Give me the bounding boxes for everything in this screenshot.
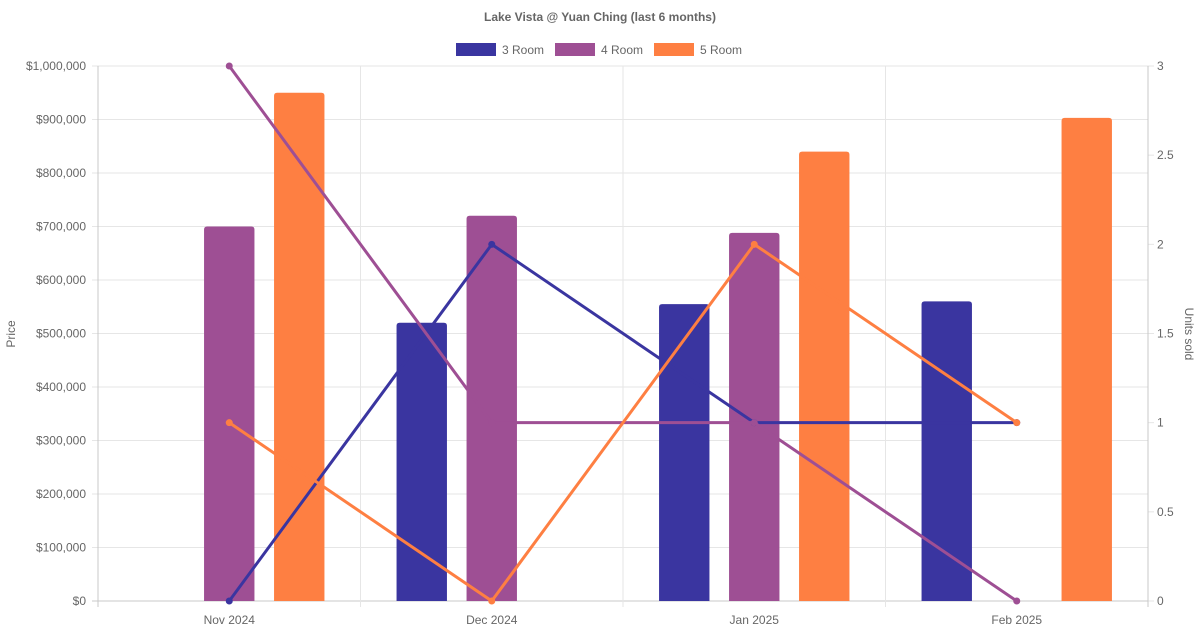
right-axis-title: Units sold bbox=[1182, 308, 1196, 361]
point-5-room bbox=[488, 597, 496, 605]
left-tick-label: $0 bbox=[73, 594, 87, 608]
right-axis-ticks: 0 0.5 1 1.5 2 2.5 3 bbox=[1157, 59, 1174, 608]
grid bbox=[92, 65, 1154, 607]
right-tick-label: 0 bbox=[1157, 594, 1164, 608]
legend-label-3-room: 3 Room bbox=[502, 43, 544, 57]
point-4-room bbox=[225, 62, 233, 70]
point-5-room bbox=[225, 419, 233, 427]
left-axis-title: Price bbox=[4, 320, 18, 348]
bar-5-room bbox=[799, 151, 850, 601]
point-5-room bbox=[750, 240, 758, 248]
left-tick-label: $600,000 bbox=[36, 273, 86, 287]
legend-swatch-3-room bbox=[456, 43, 496, 56]
left-tick-label: $500,000 bbox=[36, 327, 86, 341]
bar-5-room bbox=[1061, 117, 1112, 602]
legend-label-4-room: 4 Room bbox=[601, 43, 643, 57]
line-3-room bbox=[228, 242, 1017, 602]
right-tick-label: 2 bbox=[1157, 237, 1164, 251]
legend-item-4-room[interactable]: 4 Room bbox=[555, 43, 643, 57]
left-tick-label: $200,000 bbox=[36, 487, 86, 501]
bar-5-room bbox=[274, 92, 325, 601]
legend-item-5-room[interactable]: 5 Room bbox=[654, 43, 742, 57]
left-tick-label: $800,000 bbox=[36, 166, 86, 180]
point-4-room bbox=[488, 419, 496, 427]
legend: 3 Room 4 Room 5 Room bbox=[456, 43, 742, 57]
legend-label-5-room: 5 Room bbox=[700, 43, 742, 57]
bar-3-room bbox=[921, 301, 972, 601]
lines bbox=[225, 62, 1021, 605]
left-tick-label: $900,000 bbox=[36, 113, 86, 127]
right-tick-label: 2.5 bbox=[1157, 148, 1174, 162]
right-tick-label: 3 bbox=[1157, 59, 1164, 73]
right-tick-label: 1 bbox=[1157, 416, 1164, 430]
legend-swatch-5-room bbox=[654, 43, 694, 56]
point-4-room bbox=[750, 419, 758, 427]
bar-3-room bbox=[396, 322, 447, 601]
left-tick-label: $1,000,000 bbox=[26, 59, 86, 73]
bar-4-room bbox=[204, 226, 255, 601]
left-tick-label: $400,000 bbox=[36, 380, 86, 394]
point-3-room bbox=[488, 240, 496, 248]
bar-4-room bbox=[729, 232, 780, 602]
left-tick-label: $300,000 bbox=[36, 434, 86, 448]
right-tick-label: 1.5 bbox=[1157, 327, 1174, 341]
right-tick-label: 0.5 bbox=[1157, 505, 1174, 519]
left-tick-label: $700,000 bbox=[36, 220, 86, 234]
point-5-room bbox=[1013, 419, 1021, 427]
line-5-room bbox=[228, 242, 1018, 603]
chart-title: Lake Vista @ Yuan Ching (last 6 months) bbox=[484, 10, 716, 24]
left-tick-label: $100,000 bbox=[36, 541, 86, 555]
x-tick-label: Jan 2025 bbox=[730, 613, 780, 627]
x-tick-label: Feb 2025 bbox=[991, 613, 1042, 627]
bar-3-room bbox=[659, 304, 710, 601]
legend-swatch-4-room bbox=[555, 43, 595, 56]
point-3-room bbox=[225, 597, 233, 605]
bars bbox=[204, 92, 1112, 602]
point-4-room bbox=[1013, 597, 1021, 605]
x-tick-label: Nov 2024 bbox=[204, 613, 256, 627]
legend-item-3-room[interactable]: 3 Room bbox=[456, 43, 544, 57]
left-axis-ticks: $0 $100,000 $200,000 $300,000 $400,000 $500,0… bbox=[26, 59, 86, 608]
bar-4-room bbox=[466, 215, 517, 602]
x-tick-label: Dec 2024 bbox=[466, 613, 518, 627]
x-axis-ticks: Nov 2024 Dec 2024 Jan 2025 Feb 2025 bbox=[204, 613, 1043, 627]
